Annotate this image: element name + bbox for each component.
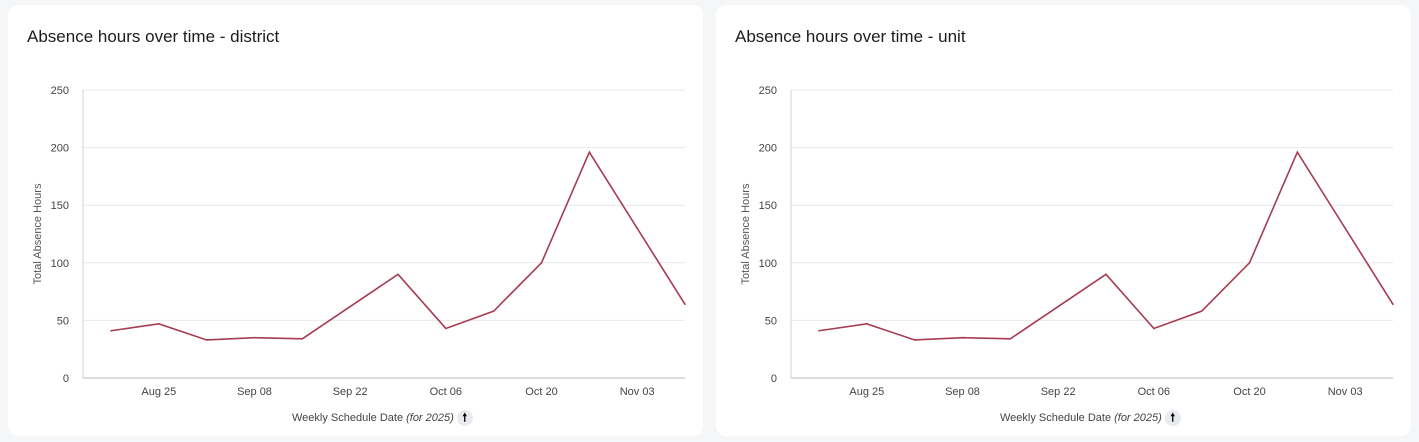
- data-point: [492, 310, 495, 312]
- data-point: [913, 339, 916, 341]
- x-tick-label: Sep 22: [333, 386, 368, 398]
- x-title-suffix: (for 2025): [406, 412, 454, 424]
- data-point: [1200, 310, 1203, 312]
- line-chart: 0 50 100 150 200 250 Aug 25 Sep 08 Sep 22 Oct 06 O…: [32, 85, 686, 398]
- y-tick-label: 200: [51, 143, 69, 155]
- y-tick-label: 50: [765, 315, 777, 327]
- district-chart-card: Absence hours over time - district 0 50 10…: [8, 5, 703, 436]
- y-tick-label: 250: [51, 85, 69, 97]
- x-tick-label: Oct 06: [1138, 386, 1170, 398]
- data-point: [253, 336, 256, 339]
- x-axis-title: Weekly Schedule Date (for 2025) 🠕: [292, 410, 473, 426]
- sort-arrow-up-icon[interactable]: 🠕: [1164, 410, 1181, 426]
- x-axis-title: Weekly Schedule Date (for 2025) 🠕: [1000, 410, 1181, 426]
- y-tick-label: 150: [51, 200, 69, 212]
- data-point: [205, 339, 208, 341]
- unit-chart-card: Absence hours over time - unit 0 50 100 150…: [716, 5, 1411, 436]
- x-tick-label: Sep 22: [1041, 386, 1076, 398]
- data-point: [445, 327, 447, 330]
- data-point: [588, 151, 591, 154]
- data-point: [1153, 327, 1155, 330]
- data-point: [636, 227, 638, 230]
- x-title-text: Weekly Schedule Date: [1000, 412, 1112, 424]
- data-point: [684, 303, 686, 306]
- data-point: [1392, 303, 1394, 306]
- x-title-text: Weekly Schedule Date: [292, 412, 404, 424]
- x-tick-label: Aug 25: [141, 386, 176, 398]
- y-axis-title: Total Absence Hours: [32, 183, 44, 284]
- chart-title: Absence hours over time - district: [27, 27, 280, 46]
- x-tick-label: Aug 25: [849, 386, 884, 398]
- data-point: [818, 329, 820, 332]
- data-line: [818, 150, 1394, 341]
- data-point: [1105, 273, 1107, 276]
- data-point: [540, 262, 543, 264]
- data-point: [866, 323, 868, 325]
- y-tick-label: 0: [771, 373, 777, 385]
- x-tick-label: Sep 08: [237, 386, 272, 398]
- x-tick-label: Oct 20: [525, 386, 557, 398]
- x-tick-label: Nov 03: [1328, 386, 1363, 398]
- y-tick-label: 250: [759, 85, 777, 97]
- x-title-suffix: (for 2025): [1114, 412, 1162, 424]
- x-tick-label: Oct 20: [1233, 386, 1265, 398]
- chart-title: Absence hours over time - unit: [735, 27, 966, 46]
- data-point: [1344, 227, 1346, 230]
- line-chart: 0 50 100 150 200 250 Aug 25 Sep 08 Sep 22 Oct 06 O…: [740, 85, 1394, 398]
- y-tick-label: 150: [759, 200, 777, 212]
- x-tick-label: Oct 06: [430, 386, 462, 398]
- data-point: [1248, 262, 1251, 264]
- data-point: [397, 273, 399, 276]
- y-tick-label: 200: [759, 143, 777, 155]
- data-point: [961, 336, 964, 339]
- data-point: [301, 338, 304, 340]
- y-tick-label: 50: [57, 315, 69, 327]
- data-point: [158, 323, 160, 325]
- data-point: [1057, 305, 1059, 308]
- y-axis-title: Total Absence Hours: [740, 183, 752, 284]
- x-tick-label: Sep 08: [945, 386, 980, 398]
- data-point: [1296, 151, 1299, 154]
- data-point: [110, 329, 112, 332]
- x-tick-label: Nov 03: [620, 386, 655, 398]
- y-tick-label: 100: [51, 258, 69, 270]
- y-tick-label: 100: [759, 258, 777, 270]
- y-tick-label: 0: [63, 373, 69, 385]
- data-point: [349, 305, 351, 308]
- sort-arrow-up-icon[interactable]: 🠕: [456, 410, 473, 426]
- data-line: [110, 150, 686, 341]
- data-point: [1009, 338, 1012, 340]
